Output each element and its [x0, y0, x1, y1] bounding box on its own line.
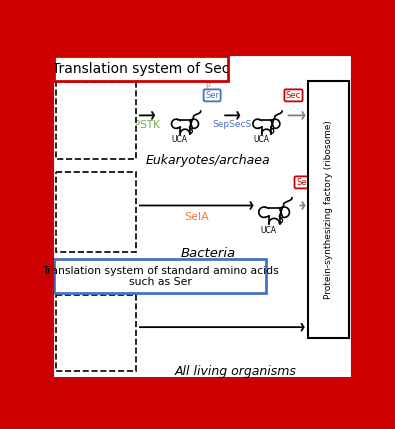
FancyBboxPatch shape — [56, 172, 136, 252]
Text: Sec: Sec — [82, 240, 94, 246]
Text: All living organisms: All living organisms — [175, 365, 296, 378]
Text: such as Ser: such as Ser — [129, 278, 192, 287]
Text: Sec: Sec — [296, 178, 311, 187]
Text: Ser: Ser — [111, 89, 124, 98]
Text: SelA: SelA — [184, 212, 209, 222]
Text: Eukaryotes/archaea: Eukaryotes/archaea — [146, 154, 271, 167]
Text: Ser: Ser — [113, 176, 127, 185]
Text: Translation system of standard amino acids: Translation system of standard amino aci… — [42, 266, 278, 276]
Text: UCA: UCA — [171, 135, 188, 144]
Text: Ser: Ser — [112, 299, 126, 308]
Text: PSTK: PSTK — [134, 120, 160, 130]
FancyBboxPatch shape — [54, 56, 228, 81]
Text: UCA: UCA — [76, 226, 92, 235]
Text: Ser: Ser — [82, 359, 94, 365]
Text: Sec: Sec — [286, 91, 301, 100]
Text: Translation system of Sec: Translation system of Sec — [52, 62, 229, 76]
Text: SepSecS: SepSecS — [213, 120, 252, 129]
FancyBboxPatch shape — [56, 295, 136, 371]
Text: P: P — [205, 82, 210, 91]
Text: tRNA: tRNA — [63, 241, 86, 250]
Text: tRNA: tRNA — [63, 360, 86, 369]
Text: UCA: UCA — [261, 226, 277, 235]
Text: UCA: UCA — [253, 135, 269, 144]
Text: Protein-synthesizing factory (ribosome): Protein-synthesizing factory (ribosome) — [324, 120, 333, 299]
FancyBboxPatch shape — [308, 81, 348, 338]
Text: Bacteria: Bacteria — [181, 247, 236, 260]
FancyBboxPatch shape — [54, 260, 266, 293]
Text: UCA: UCA — [76, 136, 92, 145]
Text: Sec: Sec — [82, 148, 94, 154]
Text: NSW: NSW — [75, 347, 93, 356]
FancyBboxPatch shape — [56, 82, 136, 158]
Text: tRNA: tRNA — [63, 148, 86, 157]
Text: Ser: Ser — [205, 91, 219, 100]
